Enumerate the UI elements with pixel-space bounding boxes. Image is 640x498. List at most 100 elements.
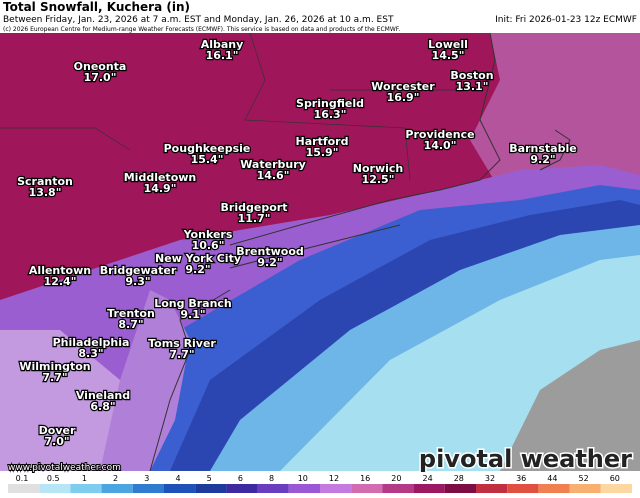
watermark-brand: pivotal weather <box>419 445 632 473</box>
subtitle: Between Friday, Jan. 23, 2026 at 7 a.m. … <box>3 15 394 25</box>
colorbar-tick: 28 <box>454 474 464 483</box>
city-name: Worcester <box>371 80 435 93</box>
colorbar-swatch <box>413 484 445 493</box>
city-value: 8.3" <box>78 347 103 360</box>
colorbar-tick: 20 <box>391 474 401 483</box>
city-name: Waterbury <box>240 158 306 171</box>
colorbar-tick: 36 <box>516 474 526 483</box>
city-name: Allentown <box>29 264 91 277</box>
city-name: New York City <box>155 252 241 265</box>
colorbar-swatch <box>538 484 570 493</box>
colorbar-swatch <box>195 484 227 493</box>
city-value: 9.2" <box>257 256 282 269</box>
city-value: 9.2" <box>185 263 210 276</box>
city-name: Wilmington <box>19 360 90 373</box>
colorbar-swatch <box>8 484 40 493</box>
colorbar-tick: 24 <box>423 474 433 483</box>
city-value: 15.9" <box>306 146 339 159</box>
city-name: Providence <box>405 128 474 141</box>
city-name: Philadelphia <box>53 336 130 349</box>
colorbar-swatch <box>444 484 476 493</box>
city-value: 7.7" <box>42 371 67 384</box>
colorbar-tick: 6 <box>238 474 243 483</box>
colorbar-swatch <box>226 484 258 493</box>
city-name: Middletown <box>124 171 197 184</box>
colorbar-swatch <box>132 484 164 493</box>
init: Init: Fri 2026-01-23 12z ECMWF <box>495 15 637 25</box>
colorbar: 0.1 0.5 1 2 3 4 5 6 8 10 12 16 20 24 28 32 36 44 52 60 <box>8 474 632 493</box>
city-value: 7.0" <box>44 435 69 448</box>
city-name: Hartford <box>296 135 349 148</box>
colorbar-tick: 60 <box>610 474 620 483</box>
city-name: Poughkeepsie <box>164 142 251 155</box>
colorbar-tick: 2 <box>113 474 118 483</box>
city-value: 16.3" <box>314 108 347 121</box>
colorbar-swatch <box>569 484 601 493</box>
city-name: Vineland <box>76 389 130 402</box>
city-value: 12.5" <box>362 173 395 186</box>
city-value: 11.7" <box>238 212 271 225</box>
colorbar-tick: 44 <box>547 474 557 483</box>
colorbar-swatch <box>600 484 632 493</box>
city-value: 13.8" <box>29 186 62 199</box>
city-name: Scranton <box>17 175 73 188</box>
colorbar-swatch <box>507 484 539 493</box>
city-name: Long Branch <box>154 297 232 310</box>
city-name: Brentwood <box>236 245 304 258</box>
city-name: Albany <box>201 38 244 51</box>
city-value: 16.9" <box>387 91 420 104</box>
colorbar-swatch <box>288 484 320 493</box>
city-name: Bridgewater <box>100 264 177 277</box>
city-value: 7.7" <box>169 348 194 361</box>
city-value: 9.3" <box>125 275 150 288</box>
colorbar-tick: 0.5 <box>47 474 60 483</box>
city-name: Bridgeport <box>221 201 288 214</box>
copyright: (c) 2026 European Centre for Medium-rang… <box>3 26 400 33</box>
map <box>0 32 640 472</box>
city-name: Lowell <box>428 38 468 51</box>
city-name: Oneonta <box>74 60 127 73</box>
city-value: 12.4" <box>44 275 77 288</box>
colorbar-tick: 12 <box>329 474 339 483</box>
city-value: 13.1" <box>456 80 489 93</box>
colorbar-tick: 3 <box>144 474 149 483</box>
city-name: Boston <box>450 69 493 82</box>
title: Total Snowfall, Kuchera (in) <box>3 0 190 14</box>
colorbar-swatch <box>164 484 196 493</box>
city-value: 9.1" <box>180 308 205 321</box>
colorbar-tick: 52 <box>579 474 589 483</box>
city-value: 10.6" <box>192 239 225 252</box>
colorbar-swatch <box>70 484 102 493</box>
city-value: 16.1" <box>206 49 239 62</box>
colorbar-tick: 32 <box>485 474 495 483</box>
city-value: 9.2" <box>530 153 555 166</box>
colorbar-tick: 1 <box>82 474 87 483</box>
colorbar-swatch <box>320 484 352 493</box>
watermark-url: www.pivotalweather.com <box>8 463 121 473</box>
colorbar-tick: 5 <box>207 474 212 483</box>
colorbar-tick: 4 <box>175 474 180 483</box>
city-name: Dover <box>39 424 76 437</box>
city-value: 14.5" <box>432 49 465 62</box>
city-value: 8.7" <box>118 318 143 331</box>
city-value: 14.6" <box>257 169 290 182</box>
colorbar-tick: 10 <box>298 474 308 483</box>
city-name: Springfield <box>296 97 364 110</box>
city-name: Yonkers <box>183 228 233 241</box>
city-value: 17.0" <box>84 71 117 84</box>
colorbar-tick: 8 <box>269 474 274 483</box>
city-value: 14.0" <box>424 139 457 152</box>
city-value: 15.4" <box>191 153 224 166</box>
colorbar-swatch <box>39 484 71 493</box>
city-name: Trenton <box>107 307 155 320</box>
colorbar-swatch <box>382 484 414 493</box>
city-name: Barnstable <box>509 142 576 155</box>
colorbar-tick: 0.1 <box>16 474 29 483</box>
colorbar-swatch <box>351 484 383 493</box>
city-value: 6.8" <box>90 400 115 413</box>
colorbar-swatch <box>476 484 508 493</box>
city-value: 14.9" <box>144 182 177 195</box>
city-name: Norwich <box>353 162 403 175</box>
